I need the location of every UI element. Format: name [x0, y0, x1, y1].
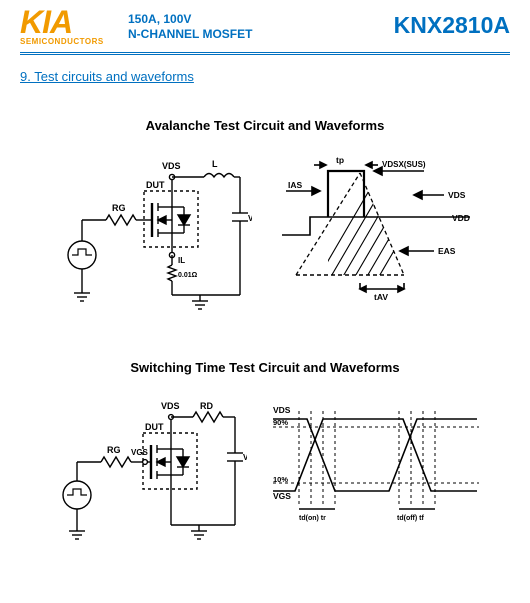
- lbl-vds: VDS: [162, 161, 181, 171]
- logo-brand: KIA: [20, 8, 128, 37]
- spec-line1: 150A, 100V: [128, 12, 394, 27]
- lbl-dut2: DUT: [145, 422, 164, 432]
- lbl-tav: tAV: [374, 292, 388, 302]
- lbl-dut: DUT: [146, 180, 165, 190]
- lbl-vdd3: VDD: [243, 453, 247, 462]
- lbl-r001: 0.01Ω: [178, 272, 198, 279]
- lbl-vdsxsus: VDSX(SUS): [382, 160, 426, 169]
- switching-circuit: VDS RD DUT RG VGS VDD: [47, 397, 247, 547]
- spec-block: 150A, 100V N-CHANNEL MOSFET: [128, 8, 394, 42]
- logo: KIA SEMICONDUCTORS: [20, 8, 128, 46]
- header: KIA SEMICONDUCTORS 150A, 100V N-CHANNEL …: [0, 0, 530, 46]
- lbl-il: IL: [178, 256, 185, 265]
- lbl-vds2: VDS: [448, 190, 466, 200]
- avalanche-waveform: tp VDSX(SUS) IAS VDS VDD EAS tAV: [274, 155, 479, 305]
- spec-line2: N-CHANNEL MOSFET: [128, 27, 394, 42]
- switching-waveform: VDS 90% 10% VGS td(on) tr td(off) tf: [269, 397, 484, 532]
- lbl-10: 10%: [273, 475, 288, 484]
- avalanche-row: VDS L DUT RG VDD IL 0.01Ω: [0, 155, 530, 310]
- section-title: 9. Test circuits and waveforms: [20, 69, 530, 84]
- part-number: KNX2810A: [394, 8, 510, 39]
- lbl-vds4: VDS: [273, 405, 291, 415]
- lbl-vdd2: VDD: [452, 213, 470, 223]
- lbl-vds3: VDS: [161, 401, 180, 411]
- avalanche-circuit: VDS L DUT RG VDD IL 0.01Ω: [52, 155, 252, 310]
- switching-title: Switching Time Test Circuit and Waveform…: [0, 360, 530, 375]
- lbl-eas: EAS: [438, 246, 456, 256]
- lbl-tdoff: td(off) tf: [397, 515, 424, 522]
- header-rule: [20, 52, 510, 55]
- lbl-90: 90%: [273, 418, 288, 427]
- avalanche-title: Avalanche Test Circuit and Waveforms: [0, 118, 530, 133]
- lbl-vdd: VDD: [248, 214, 252, 223]
- lbl-tp: tp: [336, 155, 344, 165]
- lbl-rg2: RG: [107, 445, 121, 455]
- lbl-ias: IAS: [288, 180, 303, 190]
- lbl-vgs2: VGS: [273, 491, 291, 501]
- lbl-vgs: VGS: [131, 448, 149, 457]
- logo-subtitle: SEMICONDUCTORS: [20, 37, 128, 46]
- lbl-l: L: [212, 159, 218, 169]
- lbl-rd: RD: [200, 401, 213, 411]
- switching-row: VDS RD DUT RG VGS VDD: [0, 397, 530, 547]
- lbl-rg: RG: [112, 203, 126, 213]
- lbl-tdon: td(on) tr: [299, 515, 326, 522]
